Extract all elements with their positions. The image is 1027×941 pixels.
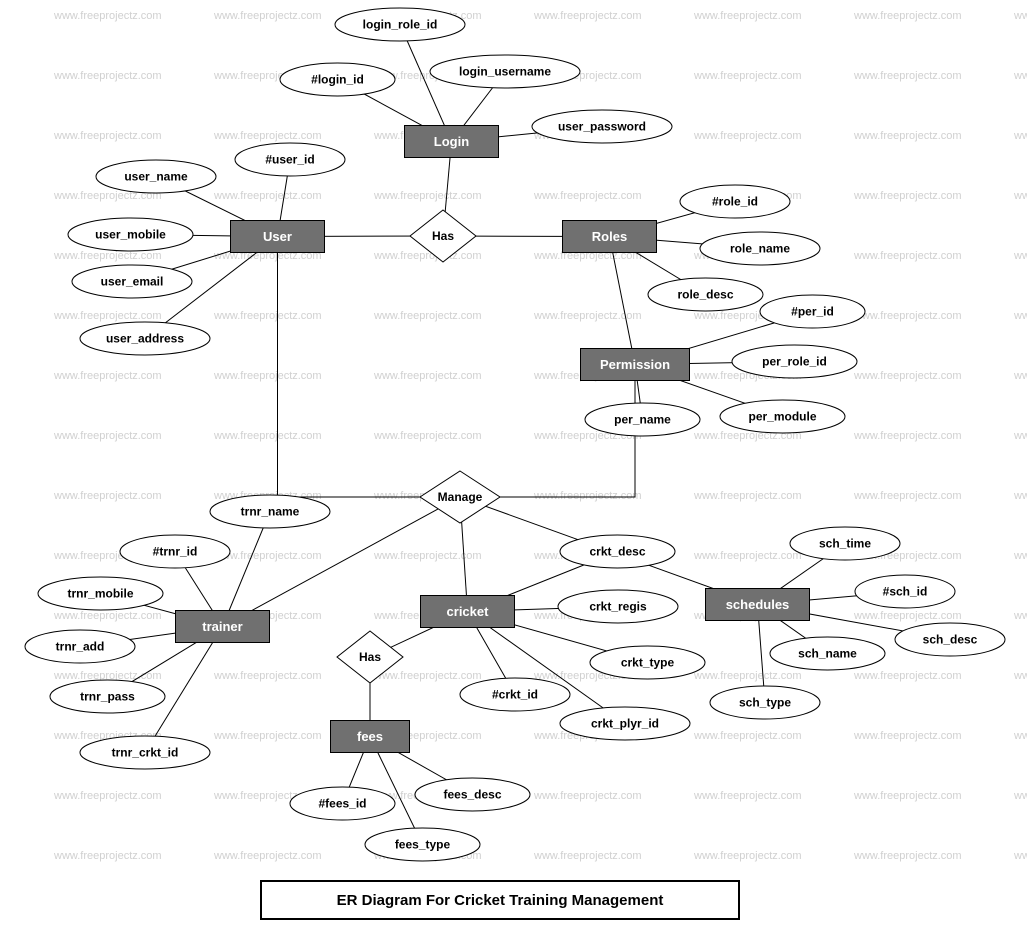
relationship-has1-label: Has (432, 229, 454, 243)
attribute-crkt_plyr_id-label: crkt_plyr_id (591, 717, 659, 731)
attribute-user_address-label: user_address (106, 332, 184, 346)
entity-trainer: trainer (175, 610, 270, 643)
attribute-per_module-label: per_module (748, 410, 816, 424)
entity-login: Login (404, 125, 499, 158)
attribute-sch_desc-label: sch_desc (923, 633, 978, 647)
attribute-trnr_id-label: #trnr_id (153, 545, 198, 559)
entity-schedules-label: schedules (726, 597, 790, 612)
entity-roles-label: Roles (592, 229, 627, 244)
entity-cricket-label: cricket (447, 604, 489, 619)
attribute-per_name-label: per_name (614, 413, 671, 427)
entity-fees-label: fees (357, 729, 383, 744)
entity-fees: fees (330, 720, 410, 753)
relationship-has2-label: Has (359, 650, 381, 664)
attribute-trnr_mobile-label: trnr_mobile (67, 587, 133, 601)
attribute-login_role_id-label: login_role_id (363, 18, 438, 32)
attribute-sch_type-label: sch_type (739, 696, 791, 710)
attribute-per_id-label: #per_id (791, 305, 834, 319)
entity-cricket: cricket (420, 595, 515, 628)
entity-roles: Roles (562, 220, 657, 253)
attribute-user_id-label: #user_id (265, 153, 314, 167)
attribute-login_username-label: login_username (459, 65, 551, 79)
entity-user: User (230, 220, 325, 253)
attribute-role_desc-label: role_desc (677, 288, 733, 302)
attribute-fees_id-label: #fees_id (318, 797, 366, 811)
attribute-role_id-label: #role_id (712, 195, 758, 209)
entity-permission-label: Permission (600, 357, 670, 372)
attribute-sch_id-label: #sch_id (883, 585, 928, 599)
attribute-user_mobile-label: user_mobile (95, 228, 166, 242)
attribute-fees_desc-label: fees_desc (443, 788, 501, 802)
attribute-trnr_crkt_id-label: trnr_crkt_id (112, 746, 179, 760)
attribute-user_password-label: user_password (558, 120, 646, 134)
attribute-user_email-label: user_email (101, 275, 164, 289)
attribute-trnr_name-label: trnr_name (241, 505, 300, 519)
diagram-title: ER Diagram For Cricket Training Manageme… (337, 892, 664, 909)
attribute-user_name-label: user_name (124, 170, 188, 184)
diagram-title-box: ER Diagram For Cricket Training Manageme… (260, 880, 740, 920)
er-diagram-svg: login_role_id #login_id login_usernameuser… (0, 0, 1027, 941)
attribute-fees_type-label: fees_type (395, 838, 451, 852)
attribute-sch_name-label: sch_name (798, 647, 857, 661)
entity-permission: Permission (580, 348, 690, 381)
entity-user-label: User (263, 229, 292, 244)
entity-trainer-label: trainer (202, 619, 242, 634)
attribute-per_role_id-label: per_role_id (762, 355, 827, 369)
attribute-trnr_pass-label: trnr_pass (80, 690, 135, 704)
attribute-login_id-label: #login_id (311, 73, 364, 87)
entity-schedules: schedules (705, 588, 810, 621)
attribute-sch_time-label: sch_time (819, 537, 871, 551)
attribute-crkt_regis-label: crkt_regis (589, 600, 647, 614)
relationship-manage-label: Manage (438, 490, 483, 504)
attribute-crkt_type-label: crkt_type (621, 656, 675, 670)
attribute-crkt_desc-label: crkt_desc (589, 545, 645, 559)
entity-login-label: Login (434, 134, 469, 149)
attribute-role_name-label: role_name (730, 242, 790, 256)
attribute-trnr_add-label: trnr_add (56, 640, 105, 654)
attribute-crkt_id-label: #crkt_id (492, 688, 538, 702)
